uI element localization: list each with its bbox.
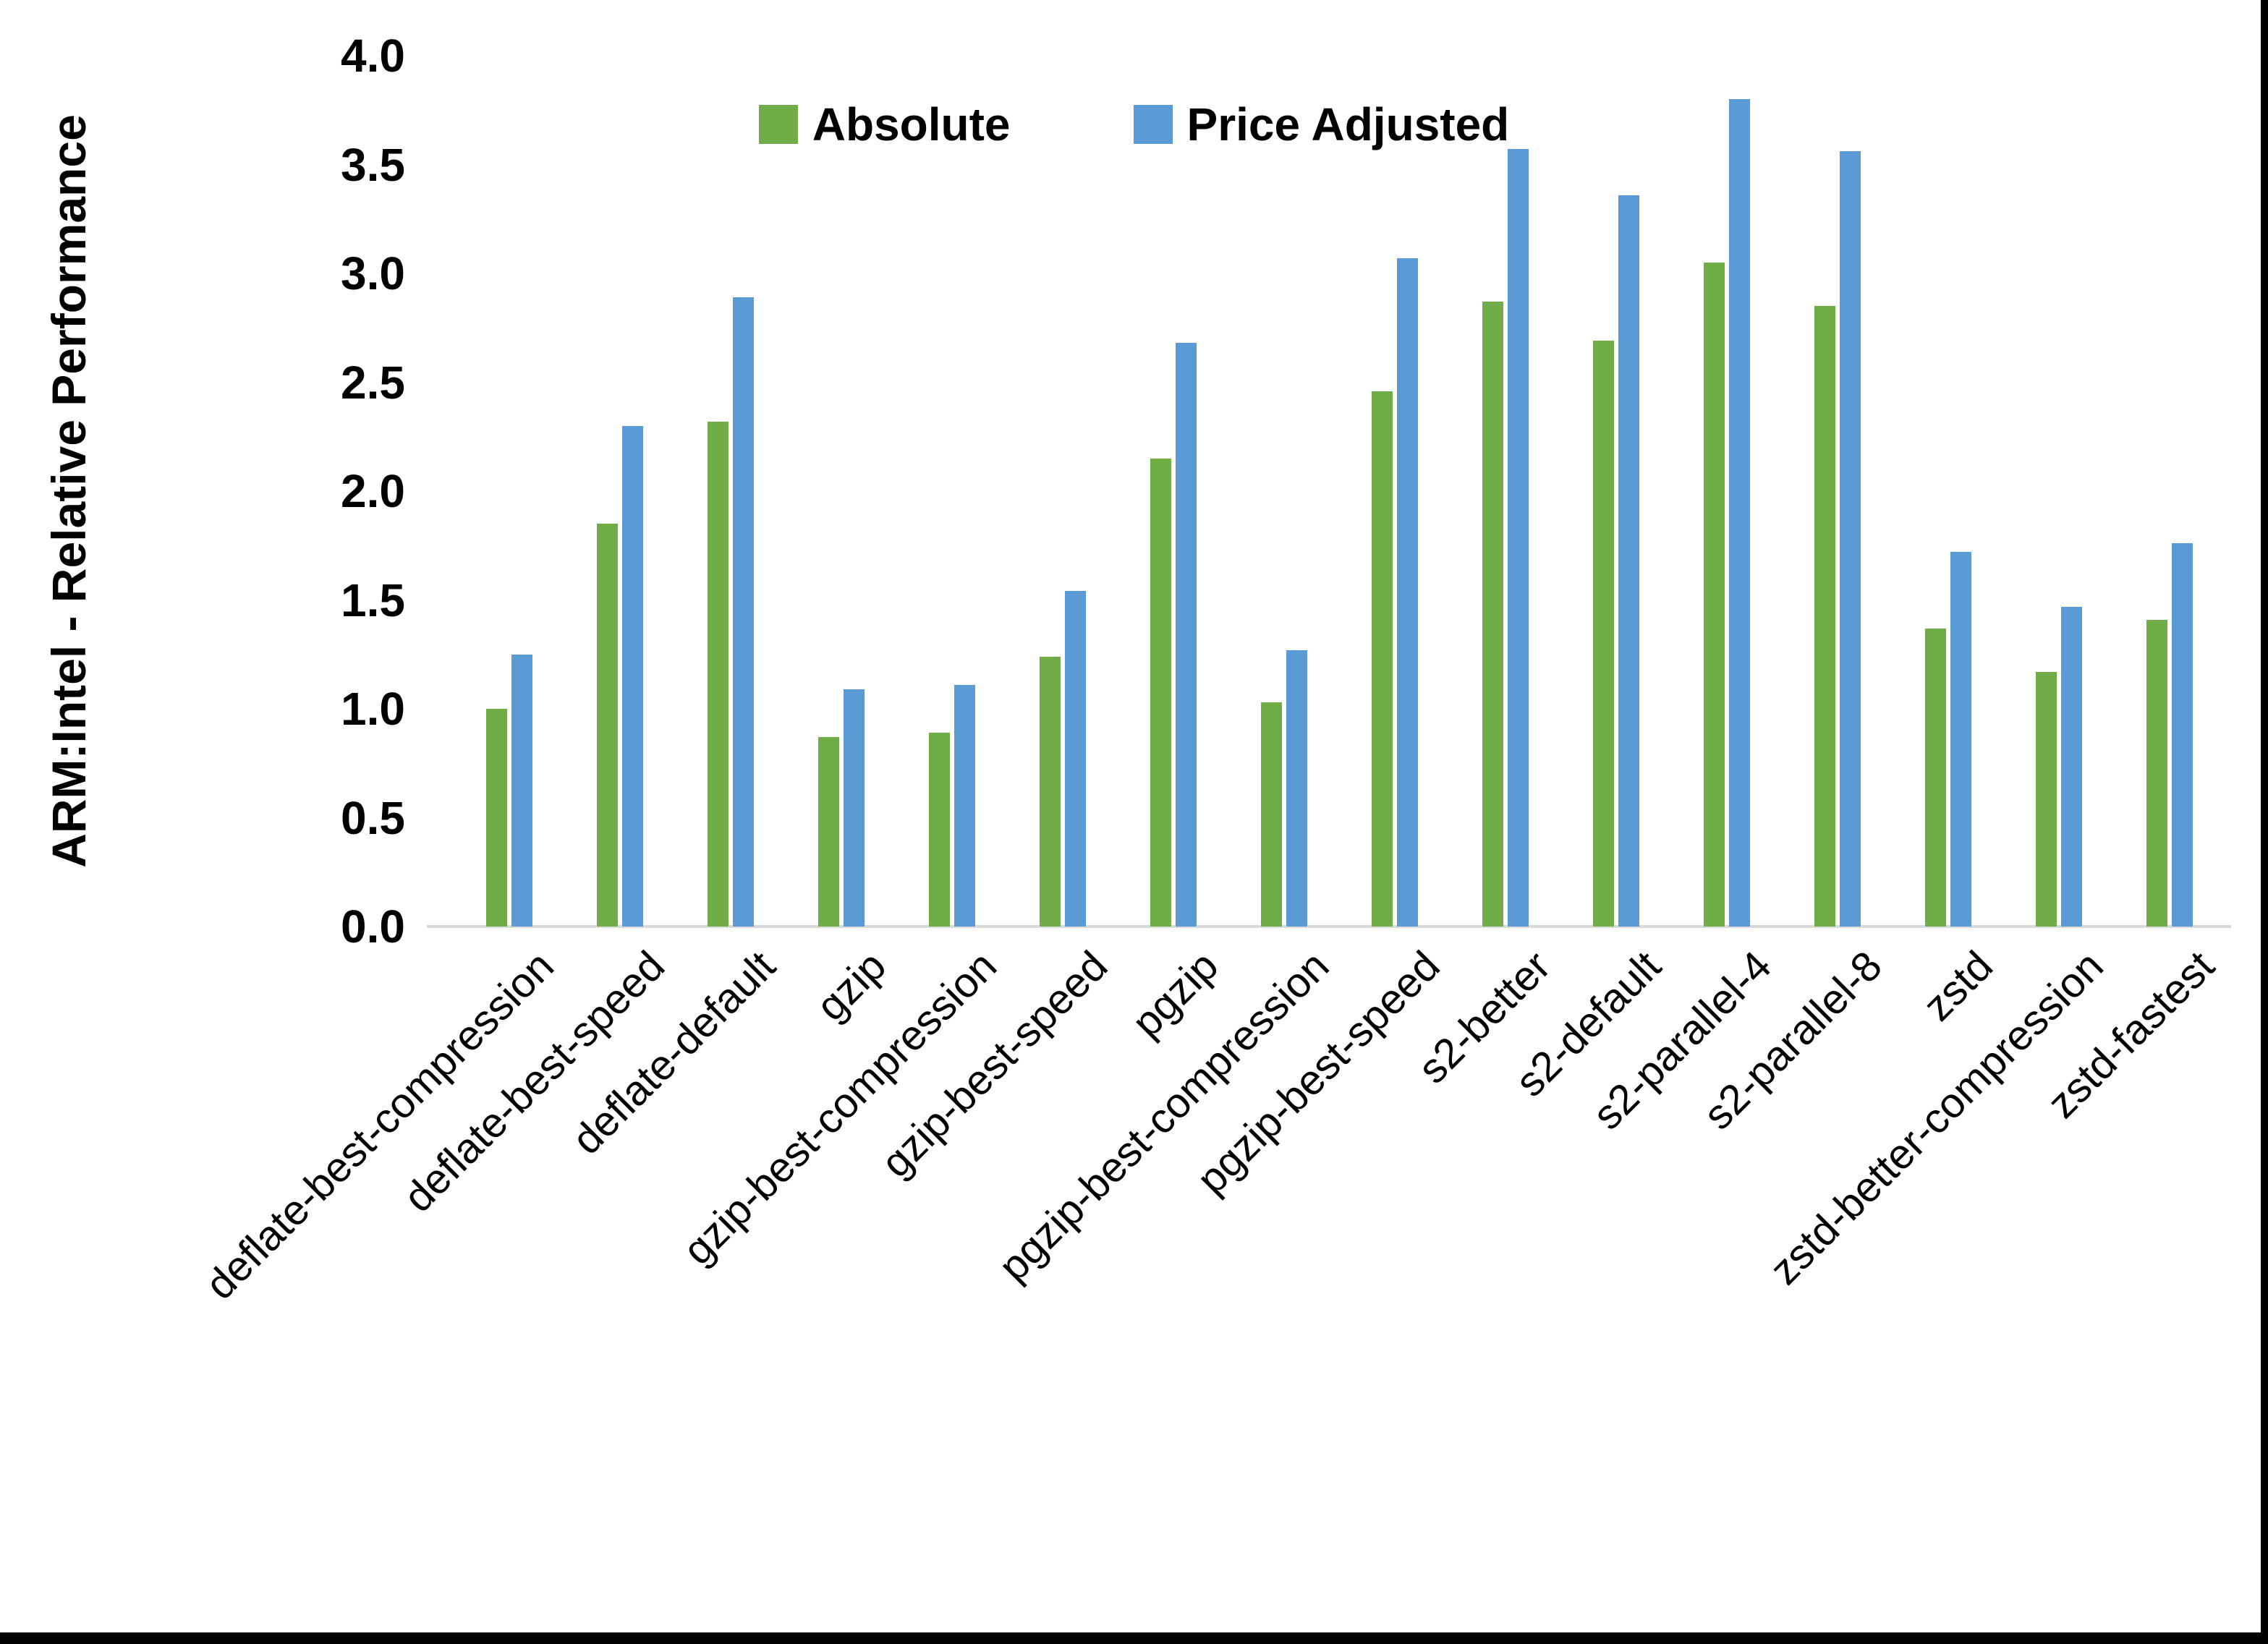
legend: Absolute Price Adjusted bbox=[0, 85, 2268, 163]
legend-label: Price Adjusted bbox=[1186, 98, 1510, 150]
bar-price-adjusted-pgzip-best-compression bbox=[1286, 650, 1307, 927]
y-tick-2.5: 2.5 bbox=[341, 356, 405, 409]
bar-price-adjusted-zstd-fastest bbox=[2171, 543, 2193, 927]
bar-price-adjusted-gzip-best-compression bbox=[954, 685, 975, 927]
bar-price-adjusted-s2-better bbox=[1507, 149, 1529, 927]
bar-price-adjusted-deflate-best-speed bbox=[621, 426, 643, 927]
bar-absolute-zstd bbox=[1924, 629, 1946, 927]
legend-item-price-adjusted: Price Adjusted bbox=[1133, 98, 1510, 151]
bar-price-adjusted-s2-parallel-8 bbox=[1839, 151, 1861, 927]
legend-swatch-price-adjusted bbox=[1133, 105, 1173, 144]
bar-absolute-gzip-best-compression bbox=[928, 733, 950, 927]
legend-item-absolute: Absolute bbox=[758, 98, 1011, 151]
y-tick-2.0: 2.0 bbox=[341, 465, 405, 517]
bar-absolute-zstd-fastest bbox=[2146, 620, 2167, 927]
bar-price-adjusted-deflate-default bbox=[732, 297, 754, 927]
x-label-gzip: gzip bbox=[807, 942, 896, 1030]
bar-absolute-s2-parallel-4 bbox=[1703, 263, 1725, 927]
bar-absolute-gzip bbox=[817, 737, 839, 927]
bar-price-adjusted-pgzip bbox=[1175, 343, 1197, 927]
bar-price-adjusted-gzip bbox=[843, 689, 865, 927]
bar-price-adjusted-zstd bbox=[1950, 552, 1971, 927]
bottom-border bbox=[0, 1632, 2268, 1644]
y-tick-3.0: 3.0 bbox=[341, 247, 405, 299]
x-label-zstd: zstd bbox=[1914, 942, 2002, 1030]
x-label-pgzip: pgzip bbox=[1123, 942, 1228, 1047]
y-tick-1.0: 1.0 bbox=[341, 683, 405, 735]
bar-absolute-pgzip bbox=[1150, 459, 1171, 927]
bar-price-adjusted-s2-default bbox=[1618, 195, 1639, 927]
legend-label: Absolute bbox=[812, 98, 1011, 150]
bar-absolute-pgzip-best-compression bbox=[1260, 702, 1282, 927]
legend-swatch-absolute bbox=[758, 105, 798, 144]
bar-absolute-deflate-best-speed bbox=[596, 524, 618, 927]
bar-price-adjusted-pgzip-best-speed bbox=[1396, 258, 1418, 927]
bar-absolute-s2-default bbox=[1592, 341, 1614, 927]
bar-absolute-s2-better bbox=[1482, 302, 1503, 927]
bar-absolute-gzip-best-speed bbox=[1039, 657, 1061, 927]
x-axis-line bbox=[427, 925, 2231, 928]
bar-price-adjusted-zstd-better-compression bbox=[2060, 607, 2082, 927]
bar-absolute-deflate-best-compression bbox=[485, 709, 507, 927]
bar-absolute-deflate-default bbox=[707, 422, 729, 927]
y-axis-title: ARM:Intel - Relative Performance bbox=[42, 114, 95, 868]
bar-price-adjusted-deflate-best-compression bbox=[511, 655, 532, 927]
bar-absolute-s2-parallel-8 bbox=[1814, 306, 1835, 927]
bar-absolute-zstd-better-compression bbox=[2035, 672, 2057, 927]
right-border bbox=[2261, 0, 2268, 1644]
y-tick-4.0: 4.0 bbox=[341, 30, 405, 82]
bar-absolute-pgzip-best-speed bbox=[1371, 391, 1393, 927]
bar-price-adjusted-s2-parallel-4 bbox=[1728, 99, 1750, 927]
bar-price-adjusted-gzip-best-speed bbox=[1064, 591, 1086, 927]
y-tick-3.5: 3.5 bbox=[341, 138, 405, 191]
y-tick-0.0: 0.0 bbox=[341, 900, 405, 953]
y-tick-0.5: 0.5 bbox=[341, 791, 405, 844]
y-tick-1.5: 1.5 bbox=[341, 574, 405, 626]
